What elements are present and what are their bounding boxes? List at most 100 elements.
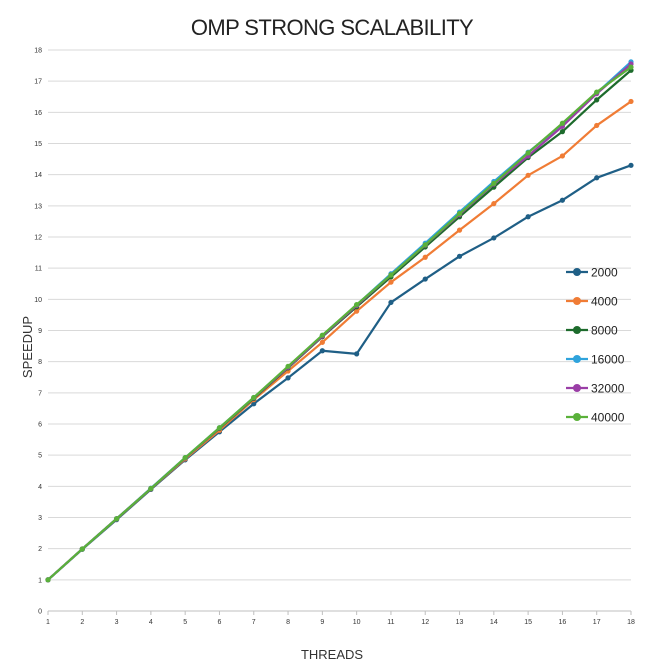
y-tick-label: 12: [34, 235, 42, 242]
x-tick-label: 15: [524, 619, 532, 626]
chart-title: OMP STRONG SCALABILITY: [191, 15, 474, 40]
data-point: [354, 308, 360, 314]
x-tick-label: 3: [115, 619, 119, 626]
x-tick-label: 4: [149, 619, 153, 626]
data-point: [525, 172, 531, 178]
series-line-40000: [47, 66, 632, 581]
y-tick-label: 6: [38, 422, 42, 429]
x-tick-label: 5: [183, 619, 187, 626]
x-tick-label: 18: [627, 619, 635, 626]
x-tick-label: 17: [593, 619, 601, 626]
data-point: [525, 214, 531, 220]
series-2000: [45, 162, 634, 583]
x-tick-label: 13: [456, 619, 464, 626]
legend-marker: [573, 297, 581, 305]
x-tick-label: 14: [490, 619, 498, 626]
legend-label: 8000: [591, 324, 618, 338]
legend-marker: [573, 384, 581, 392]
legend-label: 2000: [591, 266, 618, 280]
legend-marker: [573, 326, 581, 334]
x-tick-label: 12: [421, 619, 429, 626]
data-point: [628, 162, 634, 168]
y-tick-label: 10: [34, 297, 42, 304]
legend-item-40000: 40000: [566, 411, 625, 425]
x-axis-label: THREADS: [301, 647, 363, 662]
legend-label: 32000: [591, 382, 625, 396]
data-point: [388, 299, 394, 306]
legend-label: 16000: [591, 353, 625, 367]
data-point: [559, 197, 566, 203]
x-axis-ticks: 1 2 3 4 5 6 7 8 9 10 11 12 13 14 15 16 17 18: [46, 611, 635, 626]
data-point: [148, 485, 154, 492]
data-point: [594, 89, 600, 95]
legend-marker: [573, 268, 581, 276]
y-tick-label: 8: [38, 359, 42, 366]
data-point: [285, 363, 291, 369]
data-point: [251, 401, 257, 407]
x-tick-label: 6: [218, 619, 222, 626]
x-tick-label: 9: [320, 619, 324, 626]
y-tick-label: 16: [34, 110, 42, 117]
y-tick-label: 13: [34, 203, 42, 210]
legend-item-4000: 4000: [566, 295, 618, 309]
data-point: [388, 279, 394, 285]
legend-item-16000: 16000: [566, 353, 625, 367]
y-axis-label: SPEEDUP: [20, 316, 35, 378]
data-point: [354, 302, 360, 308]
series-lines: [45, 59, 634, 583]
data-point: [491, 201, 497, 207]
data-point: [251, 394, 257, 401]
legend: 2000 4000 8000 16000 32000 40000: [566, 266, 625, 425]
y-tick-label: 11: [35, 266, 42, 273]
legend-label: 40000: [591, 411, 625, 425]
data-point: [45, 577, 51, 583]
data-point: [559, 153, 566, 159]
x-tick-label: 1: [46, 619, 50, 626]
data-point: [559, 120, 566, 126]
data-point: [456, 211, 463, 217]
data-point: [456, 253, 463, 259]
series-40000: [45, 64, 634, 583]
data-point: [594, 122, 600, 129]
x-tick-label: 2: [80, 619, 84, 626]
x-tick-label: 11: [387, 619, 394, 626]
y-tick-label: 4: [38, 484, 42, 491]
data-point: [388, 272, 394, 278]
data-point: [628, 98, 634, 105]
y-tick-label: 7: [38, 390, 42, 397]
data-point: [216, 425, 223, 431]
data-point: [491, 235, 497, 241]
y-tick-label: 18: [34, 48, 42, 55]
series-line-4000: [47, 100, 632, 581]
x-tick-label: 8: [286, 619, 290, 626]
data-point: [628, 64, 634, 70]
legend-item-8000: 8000: [566, 324, 618, 338]
data-point: [525, 150, 531, 156]
data-point: [319, 332, 325, 338]
data-point: [456, 227, 463, 233]
data-point: [113, 516, 120, 522]
series-4000: [45, 98, 634, 583]
data-point: [422, 254, 428, 260]
y-tick-label: 14: [34, 172, 42, 179]
data-point: [491, 180, 497, 186]
data-point: [594, 97, 600, 103]
data-point: [594, 175, 600, 181]
x-tick-label: 16: [559, 619, 567, 626]
y-tick-label: 3: [38, 515, 42, 522]
y-tick-label: 5: [38, 453, 42, 460]
data-point: [422, 276, 428, 282]
data-point: [422, 242, 428, 248]
legend-item-32000: 32000: [566, 382, 625, 396]
x-tick-label: 7: [252, 619, 256, 626]
y-tick-label: 17: [34, 79, 42, 86]
legend-label: 4000: [591, 295, 618, 309]
legend-item-2000: 2000: [566, 266, 618, 280]
data-point: [559, 129, 566, 135]
data-point: [285, 375, 291, 381]
data-point: [79, 546, 85, 552]
data-point: [354, 351, 360, 357]
y-tick-label: 1: [38, 577, 42, 584]
